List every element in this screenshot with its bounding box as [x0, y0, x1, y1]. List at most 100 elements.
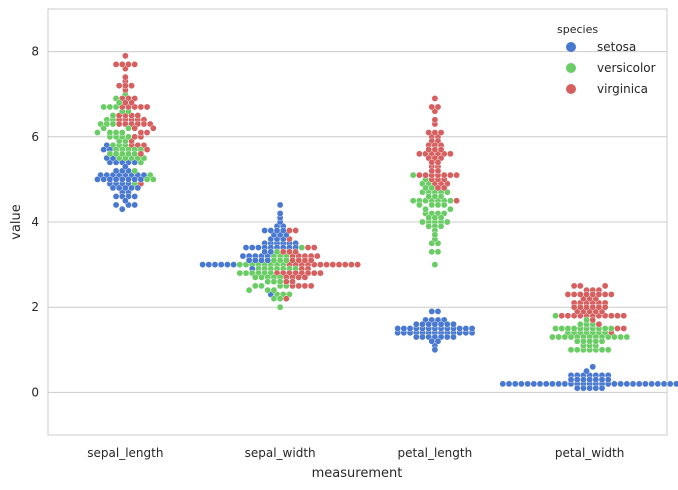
point-virginica-petal_width	[620, 325, 628, 332]
point-virginica-sepal_length	[134, 112, 142, 119]
y-tick-label: 6	[31, 130, 39, 144]
point-setosa-sepal_length	[112, 193, 120, 200]
point-setosa-petal_length	[450, 320, 457, 328]
point-virginica-petal_width	[608, 312, 615, 320]
point-setosa-sepal_width	[267, 227, 275, 234]
point-versicolor-petal_length	[425, 193, 432, 200]
point-setosa-sepal_length	[112, 167, 120, 175]
point-virginica-sepal_length	[115, 82, 123, 89]
point-setosa-petal_width	[573, 376, 581, 383]
point-virginica-petal_width	[583, 291, 590, 298]
point-versicolor-sepal_width	[270, 286, 278, 294]
point-versicolor-sepal_width	[270, 295, 278, 302]
point-versicolor-petal_width	[608, 325, 615, 332]
point-setosa-sepal_length	[122, 184, 129, 192]
point-versicolor-sepal_length	[115, 99, 123, 107]
point-versicolor-sepal_length	[131, 150, 138, 158]
point-virginica-petal_width	[583, 303, 590, 311]
x-tick-label-petal_length: petal_length	[398, 446, 473, 460]
point-versicolor-sepal_width	[270, 257, 278, 264]
point-setosa-petal_width	[555, 380, 562, 388]
point-versicolor-petal_length	[447, 197, 454, 204]
point-virginica-sepal_length	[118, 61, 126, 68]
point-versicolor-sepal_length	[112, 150, 120, 158]
point-virginica-sepal_width	[323, 261, 330, 268]
point-versicolor-petal_width	[592, 337, 600, 345]
point-versicolor-sepal_width	[264, 286, 272, 294]
point-versicolor-petal_width	[549, 333, 556, 341]
legend-label-virginica: virginica	[597, 82, 648, 96]
point-versicolor-petal_width	[552, 312, 559, 320]
point-virginica-sepal_width	[317, 269, 324, 277]
point-virginica-petal_width	[620, 312, 628, 320]
point-virginica-sepal_length	[122, 99, 129, 107]
point-virginica-petal_length	[431, 116, 439, 124]
point-versicolor-petal_length	[416, 201, 423, 209]
point-virginica-petal_length	[434, 159, 442, 166]
point-versicolor-petal_width	[558, 325, 566, 332]
point-setosa-petal_width	[499, 380, 507, 388]
point-versicolor-sepal_length	[125, 124, 132, 132]
point-setosa-petal_length	[434, 337, 442, 345]
point-versicolor-petal_length	[431, 231, 439, 239]
point-versicolor-sepal_length	[106, 129, 114, 136]
point-versicolor-petal_length	[428, 184, 436, 192]
point-virginica-sepal_width	[310, 269, 318, 277]
point-virginica-sepal_length	[137, 103, 145, 111]
point-setosa-petal_width	[623, 380, 631, 388]
legend-label-versicolor: versicolor	[597, 61, 656, 75]
point-setosa-sepal_length	[106, 176, 114, 183]
point-setosa-sepal_width	[255, 244, 262, 251]
point-versicolor-sepal_length	[118, 129, 126, 136]
point-setosa-sepal_length	[112, 176, 120, 183]
point-versicolor-sepal_width	[273, 248, 281, 256]
point-virginica-sepal_width	[289, 257, 296, 264]
point-virginica-petal_length	[437, 129, 445, 136]
point-setosa-petal_width	[598, 376, 606, 383]
point-setosa-petal_length	[428, 337, 436, 345]
point-setosa-sepal_width	[258, 257, 265, 264]
point-setosa-sepal_width	[273, 227, 281, 234]
point-virginica-petal_width	[614, 312, 621, 320]
point-versicolor-petal_length	[437, 222, 445, 230]
point-setosa-sepal_width	[217, 261, 225, 268]
point-versicolor-petal_length	[422, 184, 429, 192]
point-virginica-sepal_length	[143, 129, 151, 136]
x-tick-labels: sepal_length sepal_width petal_length petal…	[87, 446, 624, 460]
y-axis-label: value	[9, 204, 24, 240]
point-setosa-sepal_length	[137, 176, 145, 183]
point-virginica-sepal_width	[341, 261, 349, 268]
point-setosa-sepal_length	[131, 201, 138, 209]
point-virginica-petal_length	[428, 167, 436, 175]
point-setosa-petal_length	[394, 325, 401, 332]
point-setosa-petal_width	[642, 380, 649, 388]
point-setosa-sepal_width	[261, 248, 268, 256]
point-versicolor-sepal_width	[276, 257, 284, 264]
point-virginica-petal_length	[440, 184, 448, 192]
point-virginica-petal_length	[431, 146, 439, 153]
point-virginica-sepal_length	[122, 52, 129, 60]
point-versicolor-petal_length	[440, 201, 448, 209]
point-versicolor-petal_length	[447, 205, 454, 213]
point-setosa-sepal_length	[112, 201, 120, 209]
point-virginica-sepal_width	[292, 248, 299, 256]
point-setosa-sepal_width	[276, 201, 284, 209]
point-setosa-petal_width	[511, 380, 519, 388]
point-setosa-petal_length	[443, 333, 451, 341]
point-setosa-petal_width	[648, 380, 655, 388]
point-virginica-sepal_width	[317, 261, 324, 268]
point-virginica-sepal_length	[122, 82, 129, 89]
point-versicolor-petal_width	[567, 333, 575, 341]
point-setosa-petal_width	[611, 380, 618, 388]
point-versicolor-sepal_length	[100, 124, 107, 132]
point-setosa-sepal_width	[230, 261, 237, 268]
point-versicolor-petal_length	[425, 222, 432, 230]
point-virginica-petal_width	[595, 303, 603, 311]
point-setosa-petal_width	[580, 376, 587, 383]
point-versicolor-sepal_width	[258, 282, 265, 290]
point-virginica-petal_length	[416, 150, 423, 158]
point-setosa-petal_length	[456, 325, 463, 332]
point-virginica-petal_length	[447, 171, 454, 179]
point-setosa-petal_width	[617, 380, 624, 388]
point-setosa-petal_length	[412, 333, 420, 341]
